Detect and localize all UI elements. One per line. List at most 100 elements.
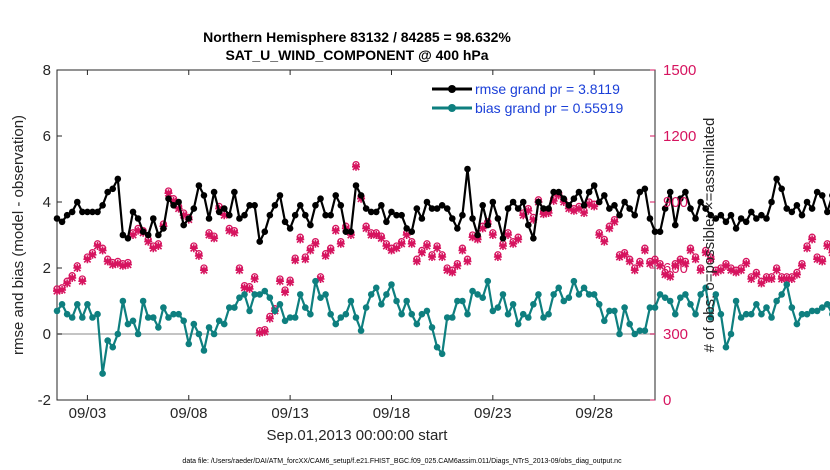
obs-assimilated-point — [377, 234, 386, 243]
rmse-point — [494, 215, 502, 222]
bias-point — [626, 320, 633, 328]
bias-point — [104, 337, 111, 344]
rmse-point — [499, 235, 507, 242]
obs-assimilated-point — [676, 257, 685, 266]
rmse-point — [778, 185, 785, 193]
obs-assimilated-point — [823, 242, 830, 250]
rmse-point — [53, 215, 61, 222]
obs-assimilated-point — [438, 253, 447, 261]
rmse-point — [580, 202, 588, 209]
obs-assimilated-point — [458, 246, 467, 255]
obs-assimilated-point — [281, 288, 290, 297]
obs-assimilated-point — [549, 196, 558, 205]
bias-point — [129, 317, 137, 325]
obs-assimilated-point — [448, 268, 457, 277]
bias-point — [519, 310, 527, 318]
rmse-point — [509, 198, 517, 206]
bias-point — [144, 314, 152, 321]
rmse-point — [611, 202, 618, 209]
bias-point — [68, 314, 76, 321]
bias-point — [220, 320, 228, 328]
obs-assimilated-point — [721, 261, 730, 270]
x-tick-label: 09/23 — [474, 405, 512, 422]
rmse-point — [443, 205, 451, 212]
bias-point — [307, 310, 314, 318]
obs-assimilated-point — [291, 256, 300, 265]
obs-assimilated-point — [235, 266, 244, 275]
rmse-point — [185, 215, 193, 222]
rmse-point — [545, 205, 552, 212]
obs-assimilated-point — [691, 255, 700, 264]
rmse-point — [514, 205, 522, 212]
bias-point — [256, 291, 264, 298]
obs-assimilated-point — [504, 231, 513, 239]
bias-point — [550, 291, 557, 298]
obs-assimilated-point — [73, 264, 82, 272]
rmse-point — [560, 195, 568, 202]
bias-point — [119, 297, 127, 305]
rmse-point — [403, 225, 410, 232]
obs-assimilated-point — [666, 272, 675, 281]
obs-assimilated-point — [813, 255, 822, 264]
bias-point — [813, 307, 821, 315]
rmse-point — [246, 202, 253, 209]
obs-assimilated-point — [645, 259, 654, 268]
bias-point — [479, 294, 486, 302]
rmse-point — [707, 211, 715, 219]
bias-point — [160, 304, 167, 311]
obs-assimilated-point — [58, 286, 67, 294]
obs-assimilated-point — [433, 244, 442, 253]
obs-assimilated-point — [595, 231, 604, 239]
obs-assimilated-point — [757, 279, 766, 288]
obs-assimilated-point — [220, 211, 229, 220]
legend: rmse grand pr = 3.8119 bias grand pr = 0… — [432, 81, 623, 116]
rmse-point — [155, 231, 162, 239]
obs-assimilated-point — [134, 226, 143, 235]
obs-assimilated-point — [590, 202, 599, 211]
bias-point — [747, 310, 755, 318]
rmse-point — [621, 198, 628, 206]
bias-point — [525, 314, 532, 321]
rmse-point — [798, 211, 806, 219]
y-tick-label-right: 300 — [663, 326, 688, 343]
obs-assimilated-point — [306, 246, 315, 255]
rmse-point — [717, 211, 725, 219]
obs-assimilated-point — [108, 260, 117, 269]
rmse-point — [170, 202, 177, 209]
obs-assimilated-point — [681, 259, 690, 268]
obs-assimilated-point — [792, 270, 801, 279]
bias-point — [474, 291, 481, 298]
rmse-point — [200, 192, 208, 199]
bias-point — [641, 327, 649, 335]
rmse-point — [327, 211, 334, 219]
obs-assimilated-point — [488, 231, 497, 239]
rmse-point — [773, 175, 780, 183]
rmse-point — [454, 225, 461, 232]
bias-point — [332, 320, 340, 328]
obs-assimilated-point — [711, 268, 720, 277]
obs-assimilated-point — [387, 246, 396, 255]
rmse-point — [109, 185, 117, 193]
y-tick-label-left: 4 — [43, 194, 51, 211]
bias-point — [793, 320, 801, 328]
y-axis-label-left: rmse and bias (model - observation) — [10, 115, 27, 355]
bias-point — [773, 297, 780, 305]
bias-point — [484, 277, 492, 285]
obs-assimilated-point — [686, 246, 695, 255]
obs-assimilated-point — [580, 209, 589, 217]
obs-assimilated-point — [742, 259, 751, 268]
obs-assimilated-point — [326, 246, 335, 255]
bias-point — [134, 330, 142, 338]
bias-point — [378, 301, 385, 308]
bias-point — [758, 310, 765, 318]
bias-point — [367, 291, 375, 298]
obs-assimilated-point — [154, 242, 163, 250]
rmse-point — [438, 202, 446, 209]
bias-point — [717, 310, 725, 318]
bias-point — [286, 314, 294, 321]
y-tick-label-left: 2 — [43, 260, 51, 277]
rmse-point — [149, 215, 157, 222]
bias-point — [489, 307, 497, 315]
bias-point — [231, 304, 238, 311]
rmse-point — [226, 211, 233, 219]
